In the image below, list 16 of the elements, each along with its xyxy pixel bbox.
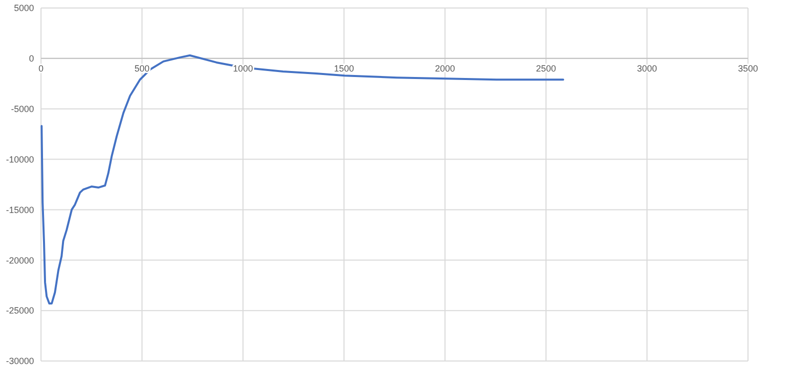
- y-tick-label: -10000: [6, 154, 34, 164]
- x-tick-label: 500: [134, 63, 150, 74]
- y-tick-label: -20000: [6, 255, 34, 266]
- x-tick-label: 3000: [636, 63, 658, 74]
- x-tick-label: 1500: [334, 63, 354, 74]
- y-tick-label: 5000: [14, 3, 34, 14]
- x-tick-label: 2500: [536, 63, 556, 74]
- y-tick-label: -25000: [6, 306, 34, 316]
- line-series: [40, 54, 564, 305]
- y-tick-label: -30000: [6, 356, 34, 366]
- y-tick-label: -5000: [10, 104, 34, 114]
- x-tick-label: 2000: [434, 63, 456, 74]
- y-tick-label: -15000: [6, 204, 34, 215]
- x-tick-label: 0: [38, 63, 44, 74]
- x-tick-label: 3500: [738, 63, 758, 74]
- y-tick-label: 0: [28, 54, 34, 64]
